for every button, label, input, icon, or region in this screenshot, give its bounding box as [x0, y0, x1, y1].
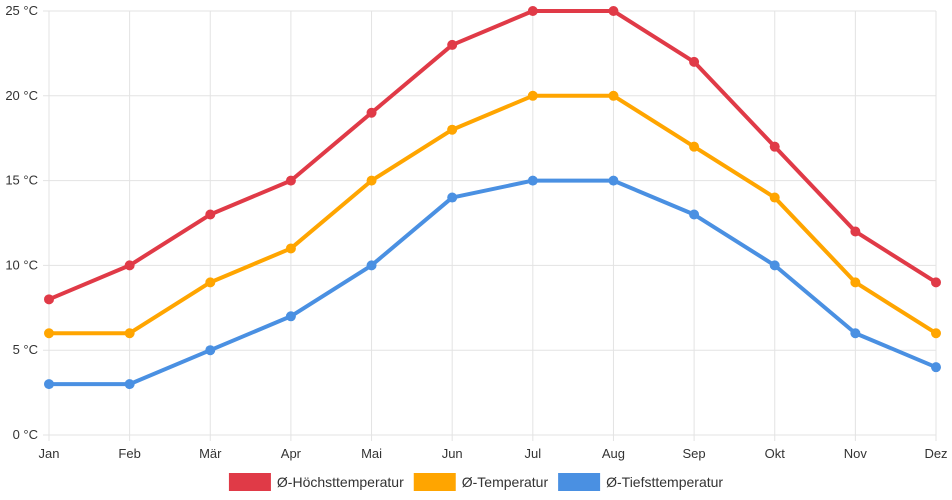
data-point[interactable] [931, 277, 941, 288]
data-point[interactable] [769, 260, 780, 271]
data-point[interactable] [689, 56, 700, 67]
x-tick-label: Mär [199, 446, 222, 461]
series-1 [44, 6, 941, 305]
y-tick-label: 15 °C [5, 173, 38, 188]
x-tick-label: Feb [118, 446, 140, 461]
legend-swatch [413, 473, 456, 491]
legend-label: Ø-Tiefsttemperatur [606, 474, 723, 490]
y-tick-label: 5 °C [13, 342, 38, 357]
series-group [44, 6, 941, 390]
data-point[interactable] [124, 260, 135, 271]
x-tick-label: Aug [602, 446, 625, 461]
legend-swatch [228, 473, 271, 491]
y-tick-label: 10 °C [5, 257, 38, 272]
legend: Ø-Höchsttemperatur Ø-Temperatur Ø-Tiefstte… [228, 473, 723, 491]
data-point[interactable] [366, 175, 377, 186]
data-point[interactable] [44, 294, 54, 305]
series-line [47, 9, 938, 302]
series-line [47, 93, 938, 336]
data-point[interactable] [447, 39, 458, 50]
x-tick-label: Apr [281, 446, 302, 461]
data-point[interactable] [527, 6, 538, 16]
data-point[interactable] [769, 141, 780, 152]
data-point[interactable] [850, 226, 861, 237]
data-point[interactable] [205, 209, 216, 220]
data-point[interactable] [447, 124, 458, 135]
data-point[interactable] [931, 328, 941, 339]
data-point[interactable] [689, 209, 700, 220]
grid [43, 10, 937, 441]
data-point[interactable] [366, 107, 377, 118]
data-point[interactable] [527, 90, 538, 101]
y-tick-label: 0 °C [13, 427, 38, 442]
data-point[interactable] [205, 277, 216, 288]
x-tick-label: Okt [765, 446, 786, 461]
series-line [47, 178, 938, 387]
legend-swatch [558, 473, 601, 491]
data-point[interactable] [44, 328, 54, 339]
data-point[interactable] [366, 260, 377, 271]
x-axis: Jan Feb Mär Apr Mai Jun Jul Aug Sep Okt Nov Dez [39, 446, 948, 461]
data-point[interactable] [124, 328, 135, 339]
data-point[interactable] [447, 192, 458, 203]
data-point[interactable] [285, 175, 296, 186]
legend-label: Ø-Temperatur [462, 474, 549, 490]
series-2 [44, 90, 941, 339]
data-point[interactable] [285, 243, 296, 254]
data-point[interactable] [124, 379, 135, 390]
data-point[interactable] [850, 277, 861, 288]
x-tick-label: Mai [361, 446, 382, 461]
x-tick-label: Nov [844, 446, 868, 461]
x-tick-label: Jan [39, 446, 60, 461]
data-point[interactable] [44, 379, 54, 390]
series-3 [44, 175, 941, 390]
data-point[interactable] [689, 141, 700, 152]
y-tick-label: 20 °C [5, 88, 38, 103]
x-tick-label: Jul [525, 446, 542, 461]
x-tick-label: Jun [442, 446, 463, 461]
x-tick-label: Sep [683, 446, 706, 461]
data-point[interactable] [205, 345, 216, 356]
y-axis: 0 °C 5 °C 10 °C 15 °C 20 °C 25 °C [5, 3, 38, 442]
data-point[interactable] [931, 362, 941, 373]
x-tick-label: Dez [924, 446, 947, 461]
legend-item[interactable]: Ø-Temperatur [413, 473, 549, 491]
data-point[interactable] [608, 175, 619, 186]
data-point[interactable] [285, 311, 296, 322]
legend-item[interactable]: Ø-Höchsttemperatur [228, 473, 404, 491]
y-tick-label: 25 °C [5, 3, 38, 18]
legend-label: Ø-Höchsttemperatur [277, 474, 404, 490]
legend-item[interactable]: Ø-Tiefsttemperatur [558, 473, 723, 491]
data-point[interactable] [527, 175, 538, 186]
data-point[interactable] [608, 6, 619, 16]
data-point[interactable] [608, 90, 619, 101]
data-point[interactable] [850, 328, 861, 339]
data-point[interactable] [769, 192, 780, 203]
